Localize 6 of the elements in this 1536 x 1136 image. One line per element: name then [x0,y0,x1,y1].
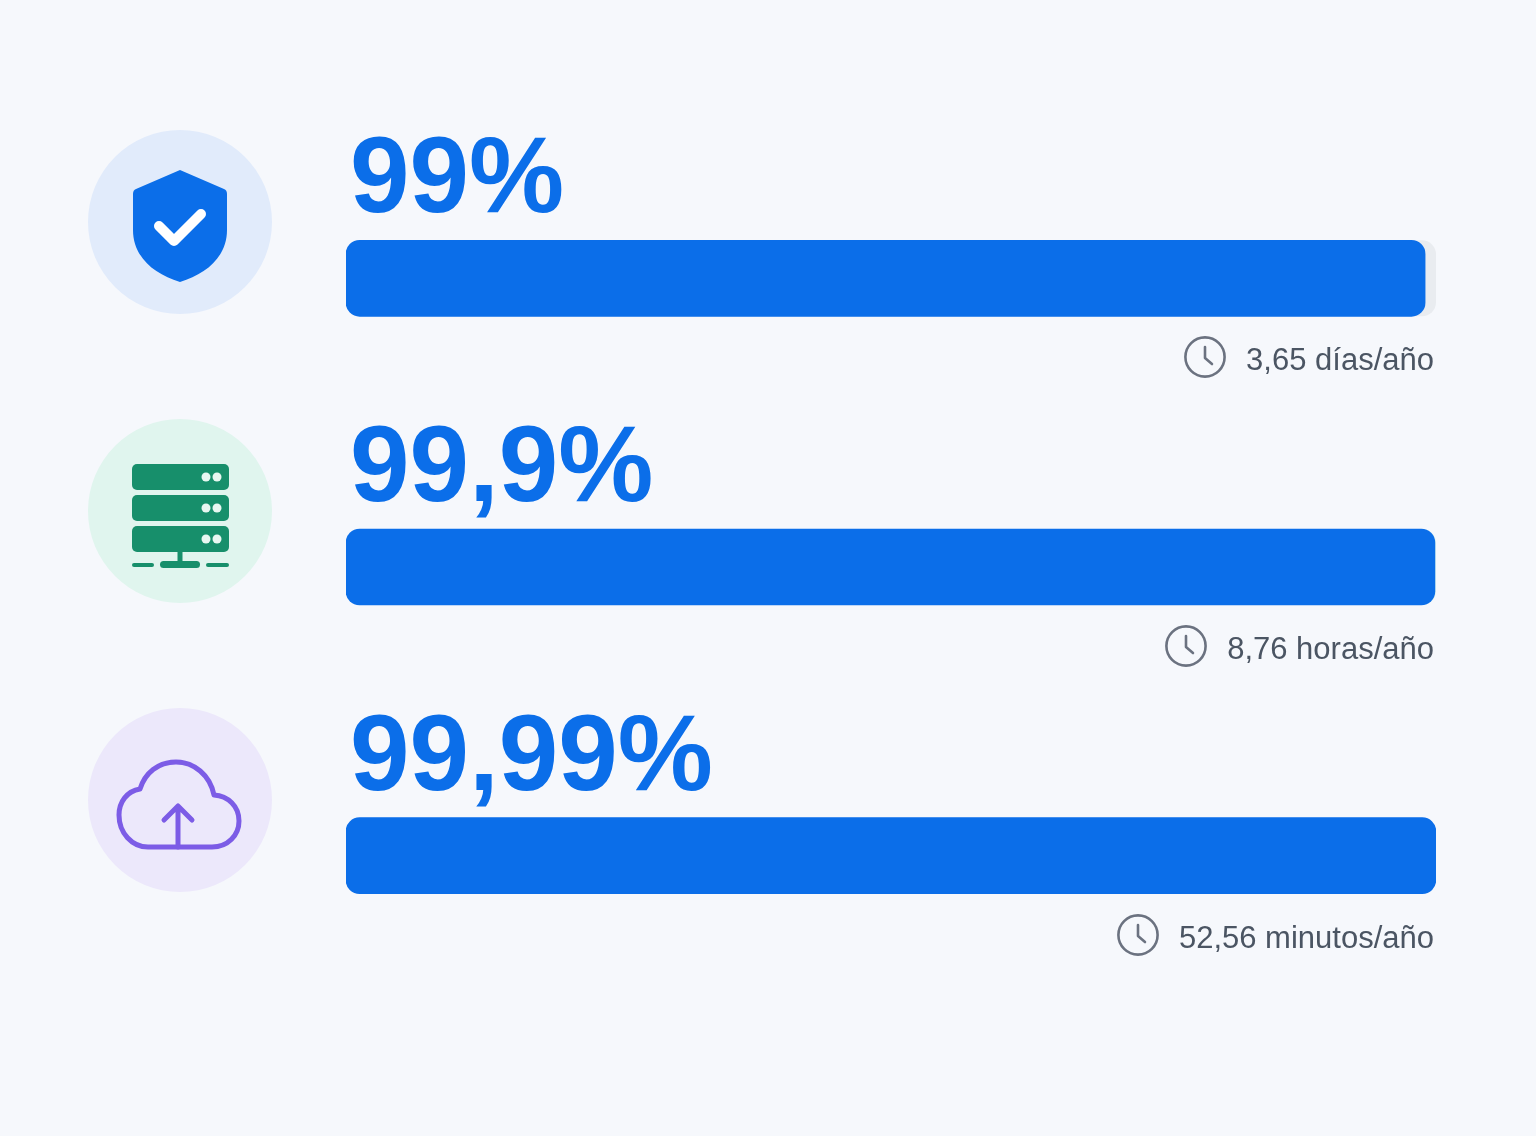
data-label: 99,99% [350,692,713,813]
annotation: 52,56 minutos/año [1178,919,1434,955]
annotation: 3,65 días/año [1246,342,1434,378]
data-label: 99% [350,115,565,236]
data-label: 99,9% [350,404,654,524]
annotation: 8,76 horas/año [1227,631,1434,666]
